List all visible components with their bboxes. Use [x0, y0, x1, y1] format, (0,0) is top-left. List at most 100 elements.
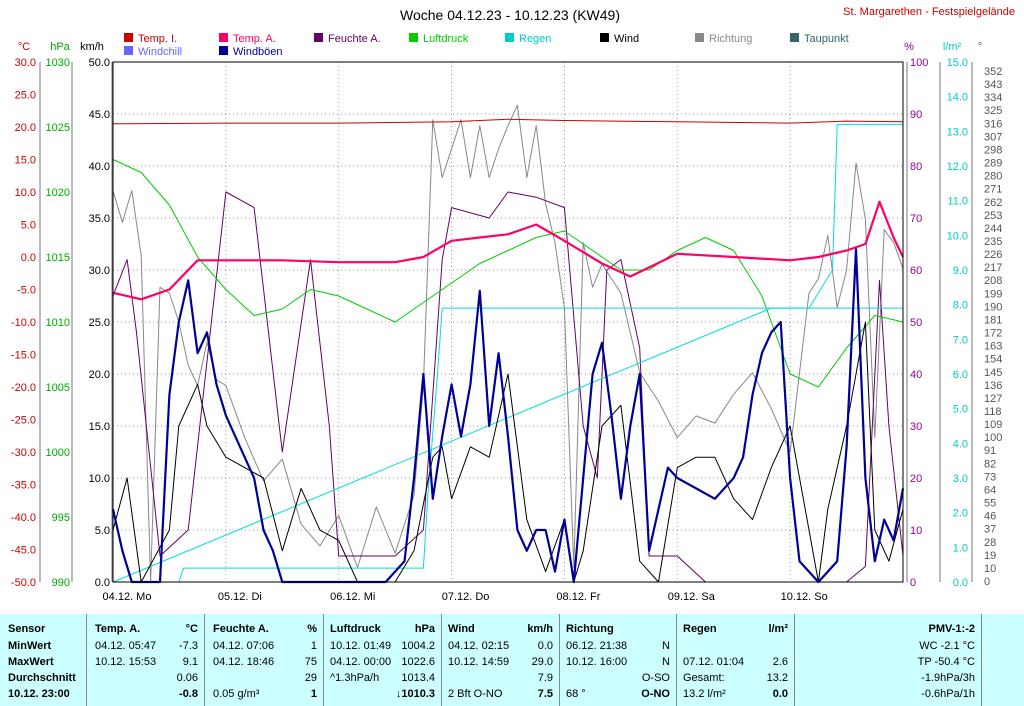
dir-tick: 118 [984, 406, 1002, 418]
press-tick: 1015 [46, 252, 70, 264]
legend-swatch [409, 33, 418, 42]
dir-tick: 217 [984, 262, 1002, 274]
summary-table: Sensor MinWert MaxWert Durchschnitt 10.1… [0, 614, 1024, 706]
wind-max-time: 10.12. 14:59 [448, 656, 510, 668]
wind-tick: 35.0 [89, 213, 110, 225]
pmv-tp: TP -50.4 °C [917, 656, 975, 668]
x-tick: 06.12. Mi [330, 591, 375, 603]
temp-max-time: 10.12. 15:53 [95, 656, 157, 668]
series-group [111, 104, 905, 584]
hum-abs: 0.05 g/m³ [213, 688, 260, 700]
dir-tick: 289 [984, 158, 1002, 170]
dir-tick: 91 [984, 445, 996, 457]
temp-tick: -10.0 [11, 317, 36, 329]
rain-tick: 14.0 [947, 92, 968, 104]
dir-tick: 37 [984, 524, 996, 536]
legend-swatch [219, 33, 228, 42]
series-richtung [112, 104, 904, 583]
dir-tick: 82 [984, 458, 996, 470]
x-tick: 05.12. Di [218, 591, 262, 603]
dir-tick: 307 [984, 131, 1002, 143]
hum-unit: % [307, 623, 317, 635]
series-temp-i [112, 118, 904, 125]
dir-tick: 280 [984, 171, 1002, 183]
series-temp-a [112, 200, 904, 301]
legend-label: Regen [519, 33, 551, 45]
hum-tick: 60 [910, 265, 922, 277]
legend-label: Richtung [709, 33, 752, 45]
temp-tick: -30.0 [11, 447, 36, 459]
hum-tick: 70 [910, 213, 922, 225]
wind-tick: 0.0 [95, 577, 110, 589]
press-max-time: 04.12. 00:00 [330, 656, 392, 668]
legend-label: Temp. A. [233, 33, 276, 45]
hum-current: 1 [310, 688, 317, 700]
x-tick: 04.12. Mo [103, 591, 152, 603]
plot-frame [112, 61, 904, 583]
pmv-wc: WC -2.1 °C [919, 640, 975, 652]
press-tick: 1020 [46, 187, 70, 199]
press-current: ↓1010.3 [395, 688, 435, 700]
dir-tick: 100 [984, 432, 1002, 444]
temp-avg: 0.06 [176, 672, 198, 684]
temp-min: -7.3 [179, 640, 198, 652]
axes: °C hPa km/h% l/m² ° 30.0 25.0 20.0 15.0 10.0 5.0 0.… [11, 41, 1002, 603]
hum-tick: 30 [910, 421, 922, 433]
dir-tick: 226 [984, 249, 1002, 261]
dir-tick: 244 [984, 223, 1002, 235]
rain-tick: 8.0 [953, 300, 968, 312]
dir-current: O-NO [641, 688, 670, 700]
legend-label: Temp. I. [138, 33, 177, 45]
dir-tick: 154 [984, 354, 1002, 366]
temp-tick: 25.0 [15, 90, 36, 102]
rain-tick: 1.0 [953, 542, 968, 554]
col-dir: Richtung 06.12. 21:38 N 10.12. 16:00 N O… [560, 614, 677, 706]
hum-avg: 29 [304, 672, 317, 684]
wind-current: 7.5 [537, 688, 553, 700]
legend-label: Luftdruck [423, 33, 469, 45]
x-tick: 08.12. Fr [556, 591, 600, 603]
temp-unit: °C [185, 623, 198, 635]
wind-max: 29.0 [531, 656, 553, 668]
wind-tick: 45.0 [89, 109, 110, 121]
legend-label: Windchill [138, 46, 182, 58]
legend-swatch [219, 46, 228, 55]
rain-tick: 13.0 [947, 126, 968, 138]
dir-tick: 352 [984, 66, 1002, 78]
rain-total: 13.2 [766, 672, 788, 684]
hum-tick: 90 [910, 109, 922, 121]
wind-min-time: 04.12. 02:15 [448, 640, 510, 652]
rain-tick: 6.0 [953, 369, 968, 381]
pmv-p1: -0.6hPa/1h [921, 688, 975, 700]
dir-tick: 73 [984, 471, 996, 483]
dir-tick: 199 [984, 288, 1002, 300]
wind-head: Wind [448, 623, 475, 635]
dir-head: Richtung [566, 623, 614, 635]
press-tick: 1000 [46, 447, 70, 459]
press-max: 1022.6 [401, 656, 435, 668]
chart-title: Woche 04.12.23 - 10.12.23 (KW49) [400, 7, 620, 23]
press-tick: 995 [52, 512, 70, 524]
series-wind [112, 321, 904, 583]
press-tick: 1010 [46, 317, 70, 329]
series-windb-en [111, 248, 905, 584]
press-min: 1004.2 [401, 640, 435, 652]
rain-tick: 5.0 [953, 404, 968, 416]
hum-tick: 50 [910, 317, 922, 329]
temp-tick: -40.0 [11, 512, 36, 524]
legend-swatch [790, 33, 799, 42]
legend-swatch [124, 46, 133, 55]
rain-tick: 10.0 [947, 230, 968, 242]
rain-unit-label: l/m² [943, 41, 962, 53]
dir-tick: 235 [984, 236, 1002, 248]
dir-tick: 262 [984, 197, 1002, 209]
dir-tick: 28 [984, 537, 996, 549]
press-tick: 1005 [46, 382, 70, 394]
dir-tick: 253 [984, 210, 1002, 222]
dir-tick: 64 [984, 484, 996, 496]
legend-label: Wind [614, 33, 639, 45]
x-tick: 07.12. Do [442, 591, 490, 603]
rain-current: 0.0 [772, 688, 788, 700]
dir-tick: 343 [984, 79, 1002, 91]
legend-swatch [314, 33, 323, 42]
